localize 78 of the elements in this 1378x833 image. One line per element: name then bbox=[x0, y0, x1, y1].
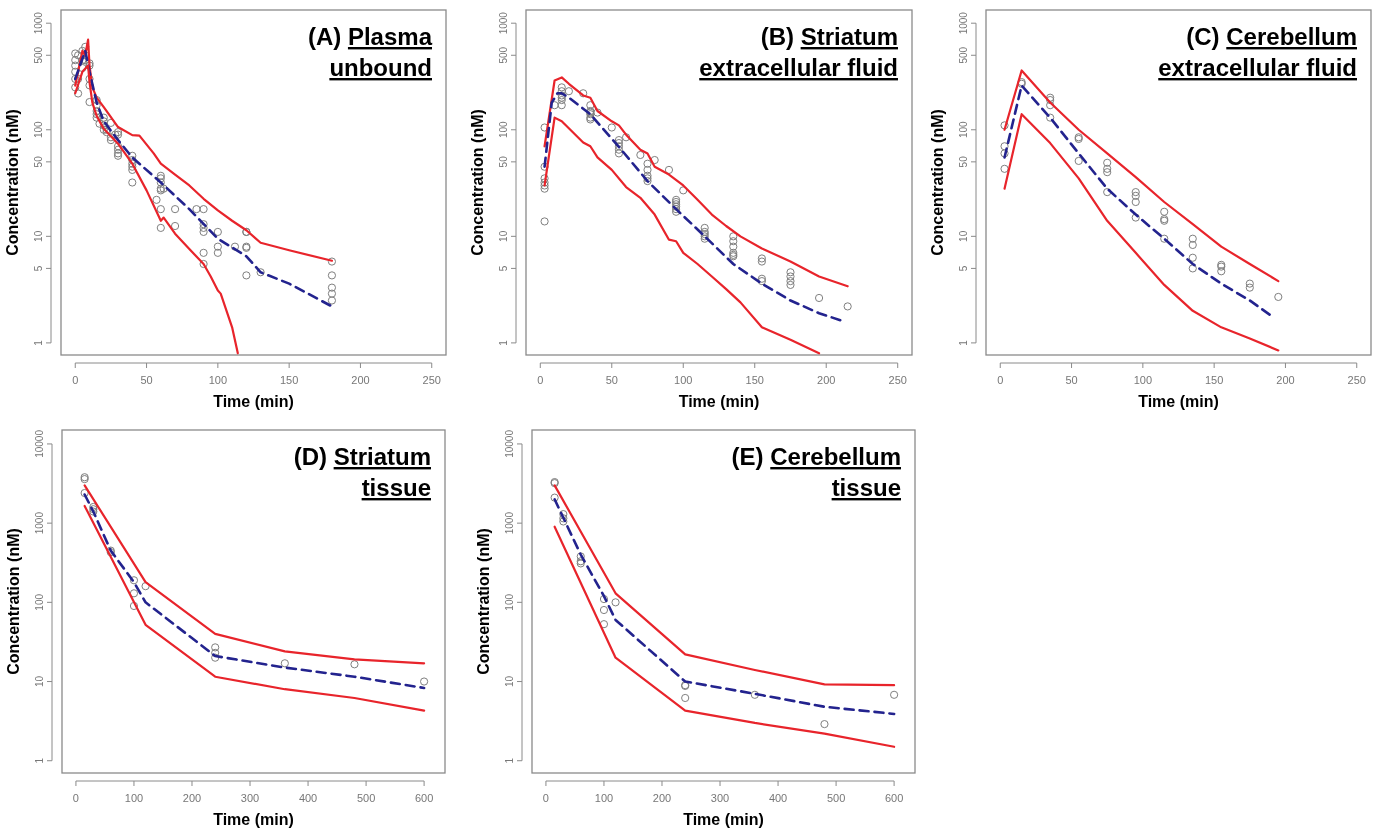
y-tick-label: 100 bbox=[504, 593, 515, 611]
x-tick-label: 200 bbox=[1276, 374, 1295, 386]
x-tick-label: 100 bbox=[1133, 374, 1153, 386]
y-tick-label: 1 bbox=[504, 757, 515, 764]
y-tick-label: 100 bbox=[34, 593, 45, 611]
x-tick-label: 50 bbox=[605, 374, 618, 386]
x-tick-label: 100 bbox=[594, 792, 614, 804]
x-tick-label: 400 bbox=[768, 792, 788, 804]
text: (D) Striatum tissue bbox=[293, 443, 431, 501]
x-tick-label: 250 bbox=[422, 374, 441, 386]
x-tick-label: 300 bbox=[710, 792, 730, 804]
y-tick-label: 10 bbox=[958, 230, 969, 242]
x-axis-title: Time (min) bbox=[678, 393, 760, 410]
x-tick-label: 250 bbox=[1347, 374, 1366, 386]
x-tick-label: 500 bbox=[356, 792, 376, 804]
y-tick-label: 10 bbox=[34, 675, 45, 688]
y-tick-label: 100 bbox=[498, 120, 509, 139]
x-tick-label: 400 bbox=[298, 792, 318, 804]
y-tick-label: 5 bbox=[498, 265, 509, 272]
x-tick-label: 100 bbox=[674, 374, 693, 386]
text: (C) Cerebellum extracellular fluid bbox=[1158, 23, 1357, 81]
y-tick-label: 10000 bbox=[34, 429, 45, 458]
x-tick-label: 600 bbox=[414, 792, 434, 804]
y-axis-title: Concentration (nM) bbox=[4, 109, 21, 256]
y-tick-label: 1000 bbox=[958, 11, 969, 35]
y-tick-label: 10 bbox=[504, 675, 515, 688]
x-axis-title: Time (min) bbox=[683, 811, 764, 828]
y-tick-label: 1 bbox=[33, 339, 44, 346]
y-tick-label: 10 bbox=[33, 230, 44, 242]
y-tick-label: 1000 bbox=[498, 11, 509, 35]
x-tick-label: 300 bbox=[240, 792, 260, 804]
y-tick-label: 1 bbox=[958, 339, 969, 346]
y-tick-label: 500 bbox=[958, 46, 969, 64]
y-axis-title: Concentration (nM) bbox=[5, 528, 22, 675]
x-tick-label: 0 bbox=[537, 374, 544, 386]
y-tick-label: 1 bbox=[34, 757, 45, 764]
y-tick-label: 10000 bbox=[504, 429, 515, 458]
x-tick-label: 50 bbox=[1065, 374, 1078, 386]
x-tick-label: 150 bbox=[1204, 374, 1224, 386]
x-tick-label: 0 bbox=[72, 374, 79, 386]
x-tick-label: 150 bbox=[279, 374, 299, 386]
x-axis-title: Time (min) bbox=[213, 811, 294, 828]
y-tick-label: 5 bbox=[33, 265, 44, 272]
x-tick-label: 600 bbox=[884, 792, 904, 804]
x-tick-label: 0 bbox=[542, 792, 549, 804]
y-tick-label: 1000 bbox=[33, 11, 44, 35]
x-tick-label: 500 bbox=[826, 792, 846, 804]
x-axis-title: Time (min) bbox=[1138, 393, 1219, 410]
y-tick-label: 1 bbox=[498, 339, 509, 346]
y-tick-label: 50 bbox=[33, 155, 44, 168]
y-tick-label: 500 bbox=[498, 46, 509, 64]
y-tick-label: 50 bbox=[498, 155, 509, 168]
x-tick-label: 200 bbox=[351, 374, 370, 386]
y-tick-label: 100 bbox=[33, 120, 44, 139]
y-axis-title: Concentration (nM) bbox=[929, 109, 946, 256]
x-axis-title: Time (min) bbox=[213, 393, 294, 410]
y-tick-label: 5 bbox=[958, 265, 969, 272]
x-tick-label: 150 bbox=[745, 374, 764, 386]
y-tick-label: 10 bbox=[498, 230, 509, 242]
text: (E) Cerebellum tissue bbox=[731, 443, 901, 501]
x-tick-label: 0 bbox=[997, 374, 1004, 386]
y-tick-label: 1000 bbox=[504, 511, 515, 535]
x-tick-label: 0 bbox=[72, 792, 79, 804]
y-tick-label: 100 bbox=[958, 120, 969, 139]
x-tick-label: 200 bbox=[817, 374, 836, 386]
text: (B) Striatum extracellular fluid bbox=[699, 23, 898, 81]
x-tick-label: 250 bbox=[888, 374, 907, 386]
y-tick-label: 1000 bbox=[34, 511, 45, 535]
x-tick-label: 100 bbox=[124, 792, 144, 804]
x-tick-label: 200 bbox=[182, 792, 202, 804]
y-axis-title: Concentration (nM) bbox=[475, 528, 492, 675]
x-tick-label: 50 bbox=[140, 374, 153, 386]
y-axis-title: Concentration (nM) bbox=[469, 109, 486, 256]
x-tick-label: 200 bbox=[652, 792, 672, 804]
text: (A) Plasma unbound bbox=[307, 23, 433, 81]
y-tick-label: 50 bbox=[958, 155, 969, 168]
y-tick-label: 500 bbox=[33, 46, 44, 64]
x-tick-label: 100 bbox=[208, 374, 228, 386]
